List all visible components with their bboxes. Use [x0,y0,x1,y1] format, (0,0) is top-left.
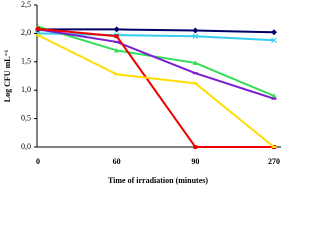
series-line [37,34,275,148]
series-line [37,27,274,148]
series-line [37,25,275,97]
x-tick-label: 270 [268,157,280,166]
x-axis-title: Time of irradiation (minutes) [108,176,208,185]
y-tick-label: 0,0 [21,142,31,151]
marker [271,37,277,44]
marker [192,82,198,85]
y-axis-title: Log CFU mL⁻¹ [3,49,12,102]
marker [114,40,120,43]
series-line [37,32,275,42]
y-tick-label: 2,5 [21,0,31,9]
marker [271,93,277,98]
marker [114,47,120,53]
marker [113,26,120,33]
marker [114,73,120,76]
marker [192,33,199,40]
y-tick-label: 2,0 [21,28,31,37]
marker [36,26,40,31]
marker [192,60,198,65]
y-tick-label: 1,5 [21,57,31,66]
marker [35,34,41,37]
x-tick-label: 0 [36,157,40,166]
marker [192,27,199,34]
marker [114,34,119,39]
chart: Time of irradiation (minutes) Log CFU mL… [3,0,281,185]
marker [193,145,198,149]
series-line [38,28,275,34]
y-tick-label: 0,5 [21,113,31,122]
x-tick-label: 90 [191,157,199,166]
marker [271,97,277,100]
series-line [37,28,275,100]
marker [271,146,277,148]
marker [271,29,277,36]
y-tick-label: 1,0 [21,85,31,94]
x-tick-label: 60 [113,157,121,166]
marker [192,72,198,75]
